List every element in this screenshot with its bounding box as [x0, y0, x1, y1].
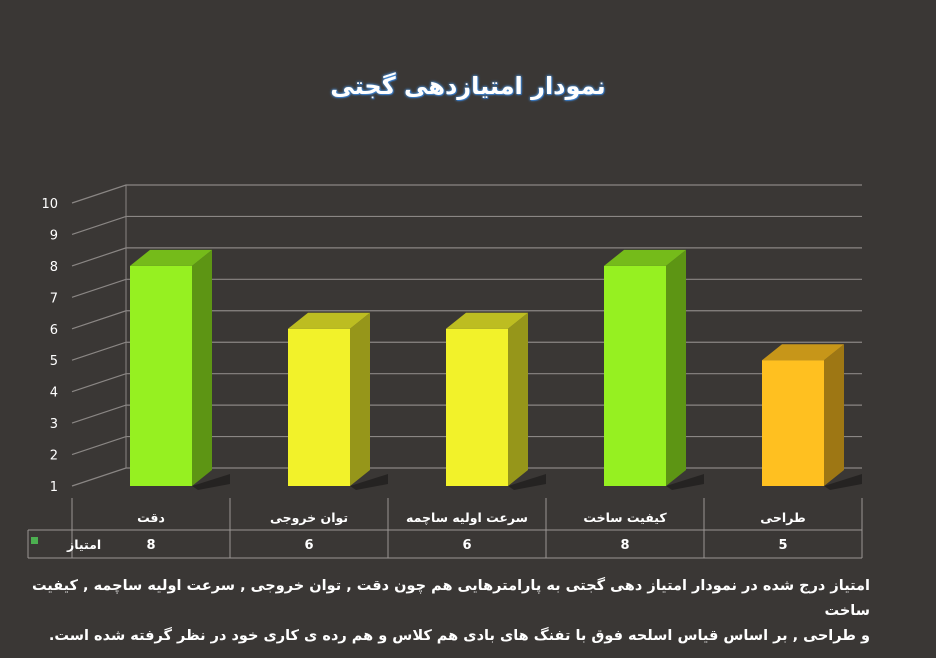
category-label: دقت [137, 510, 165, 525]
bar-front [288, 328, 350, 486]
y-tick-label: 2 [50, 449, 58, 464]
bar-chart: 1 2 3 4 5 6 7 8 9 10 دقت توان خروجی سرعت اولیه ساچم… [27, 184, 863, 559]
bar-top [288, 312, 370, 329]
bar [288, 312, 388, 490]
bar-side [192, 249, 212, 486]
bar-shadow [508, 474, 546, 490]
bar-shadow [350, 474, 388, 490]
y-tick-label: 4 [50, 386, 58, 401]
bar-front [604, 265, 666, 486]
category-label: توان خروجی [270, 510, 348, 525]
y-tick-label: 10 [41, 197, 58, 212]
y-tick-label: 1 [50, 480, 58, 495]
bar-top [604, 249, 686, 266]
bar-top [130, 249, 212, 266]
legend-key [31, 537, 38, 544]
y-tick-label: 9 [50, 228, 58, 243]
bar-shadow [666, 474, 704, 490]
y-tick-label: 5 [50, 354, 58, 369]
gridline [71, 215, 862, 236]
bar-front [446, 328, 508, 486]
y-axis-ticks: 1 2 3 4 5 6 7 8 9 10 [41, 197, 58, 495]
bar [130, 249, 230, 490]
data-label: 5 [778, 538, 787, 553]
bars-layer [130, 249, 862, 490]
bar-side [350, 312, 370, 486]
data-label: 6 [462, 538, 471, 553]
gridline [71, 184, 862, 204]
y-tick-label: 6 [50, 323, 58, 338]
bar-front [762, 360, 824, 486]
bar-shadow [824, 474, 862, 490]
y-tick-label: 7 [50, 291, 58, 306]
bar-side [824, 344, 844, 486]
bar-side [508, 312, 528, 486]
chart-title: نمودار امتیازدهی گجتی [330, 72, 606, 100]
bar [604, 249, 704, 490]
bar-top [446, 312, 528, 329]
category-label: طراحی [760, 510, 806, 525]
data-label: 6 [304, 538, 313, 553]
chart-caption: امتیاز درج شده در نمودار امتیاز دهی گجتی… [30, 574, 870, 649]
legend-label: امتیاز [66, 537, 101, 552]
bar [446, 312, 546, 490]
bar [762, 344, 862, 490]
data-table: دقت توان خروجی سرعت اولیه ساچمه کیفیت ساخت ط… [27, 498, 863, 559]
y-tick-label: 3 [50, 417, 58, 432]
category-label: سرعت اولیه ساچمه [406, 510, 528, 525]
bar-side [666, 249, 686, 486]
bar-shadow [192, 474, 230, 490]
bar-front [130, 265, 192, 486]
caption-line-1: امتیاز درج شده در نمودار امتیاز دهی گجتی… [31, 578, 870, 619]
category-label: کیفیت ساخت [583, 510, 667, 525]
data-label: 8 [146, 538, 155, 553]
y-tick-label: 8 [50, 260, 58, 275]
grid-layer [71, 184, 862, 487]
bar-top [762, 344, 844, 361]
caption-line-2: و طراحی , بر اساس قیاس اسلحه فوق با تفنگ… [48, 628, 870, 644]
data-label: 8 [620, 538, 629, 553]
